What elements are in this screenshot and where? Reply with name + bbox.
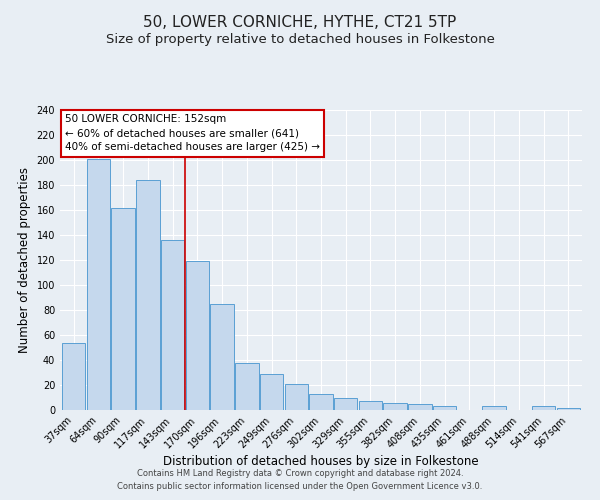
- Text: Size of property relative to detached houses in Folkestone: Size of property relative to detached ho…: [106, 32, 494, 46]
- Bar: [136, 180, 160, 410]
- Bar: [557, 408, 580, 410]
- Bar: [359, 401, 382, 410]
- Text: 50 LOWER CORNICHE: 152sqm
← 60% of detached houses are smaller (641)
40% of semi: 50 LOWER CORNICHE: 152sqm ← 60% of detac…: [65, 114, 320, 152]
- Bar: [260, 374, 283, 410]
- Y-axis label: Number of detached properties: Number of detached properties: [18, 167, 31, 353]
- Bar: [210, 304, 234, 410]
- Bar: [112, 208, 135, 410]
- Bar: [433, 406, 457, 410]
- Bar: [532, 406, 556, 410]
- Bar: [309, 394, 333, 410]
- Bar: [482, 406, 506, 410]
- Bar: [62, 342, 85, 410]
- Text: Contains public sector information licensed under the Open Government Licence v3: Contains public sector information licen…: [118, 482, 482, 491]
- Bar: [408, 404, 432, 410]
- Bar: [161, 240, 184, 410]
- Bar: [185, 261, 209, 410]
- Bar: [86, 159, 110, 410]
- Bar: [284, 384, 308, 410]
- Bar: [383, 402, 407, 410]
- X-axis label: Distribution of detached houses by size in Folkestone: Distribution of detached houses by size …: [163, 456, 479, 468]
- Bar: [334, 398, 358, 410]
- Text: 50, LOWER CORNICHE, HYTHE, CT21 5TP: 50, LOWER CORNICHE, HYTHE, CT21 5TP: [143, 15, 457, 30]
- Bar: [235, 362, 259, 410]
- Text: Contains HM Land Registry data © Crown copyright and database right 2024.: Contains HM Land Registry data © Crown c…: [137, 468, 463, 477]
